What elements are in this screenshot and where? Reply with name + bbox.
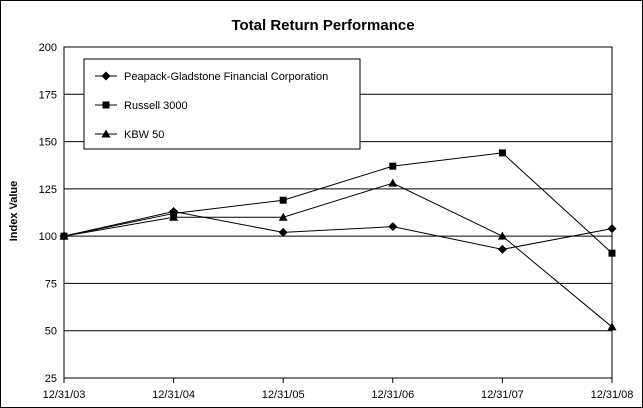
series-line-0: [63, 211, 613, 250]
data-point-diamond: [278, 227, 288, 237]
y-tick-label: 100: [39, 231, 57, 243]
data-point-square: [498, 149, 506, 157]
data-point-triangle: [278, 212, 288, 221]
x-tick-label: 12/31/03: [43, 389, 86, 401]
chart-title: Total Return Performance: [231, 17, 414, 34]
series-line-1: [63, 152, 613, 254]
y-tick-label: 150: [39, 137, 57, 149]
legend-label: KBW 50: [124, 129, 164, 141]
series-lines: [59, 149, 617, 331]
x-tick-label: 12/31/04: [152, 389, 195, 401]
x-tick-label: 12/31/06: [371, 389, 414, 401]
data-point-square: [279, 196, 287, 204]
legend-marker-triangle: [101, 129, 111, 138]
y-tick-label: 125: [39, 184, 57, 196]
axes: 25 50 75 100 125 150 175 200 12/31/03 12/31/04 12/…: [39, 42, 634, 401]
data-point-square: [608, 249, 616, 257]
legend-box: [83, 58, 361, 150]
series-line-2: [63, 182, 613, 328]
y-tick-label: 75: [45, 278, 57, 290]
legend-marker-square: [102, 101, 110, 109]
data-point-triangle: [59, 231, 69, 240]
legend-marker-diamond: [101, 71, 111, 81]
data-point-triangle: [388, 178, 398, 187]
y-tick-label: 50: [45, 326, 57, 338]
y-tick-label: 200: [39, 42, 57, 54]
data-point-square: [389, 162, 397, 170]
data-point-diamond: [607, 224, 617, 234]
legend-label: Peapack-Gladstone Financial Corporation: [124, 71, 328, 83]
x-tick-label: 12/31/08: [591, 389, 634, 401]
x-tick-label: 12/31/05: [262, 389, 305, 401]
y-axis-label: Index Value: [8, 181, 20, 242]
data-point-triangle: [607, 322, 617, 331]
legend-label: Russell 3000: [124, 100, 188, 112]
plot-area: [63, 46, 613, 379]
data-point-diamond: [388, 222, 398, 232]
data-point-diamond: [497, 244, 507, 254]
y-tick-label: 25: [45, 373, 57, 385]
x-tick-label: 12/31/07: [481, 389, 524, 401]
y-tick-label: 175: [39, 89, 57, 101]
legend: Peapack-Gladstone Financial Corporation R…: [83, 58, 361, 150]
data-point-triangle: [169, 212, 179, 221]
data-point-triangle: [497, 231, 507, 240]
